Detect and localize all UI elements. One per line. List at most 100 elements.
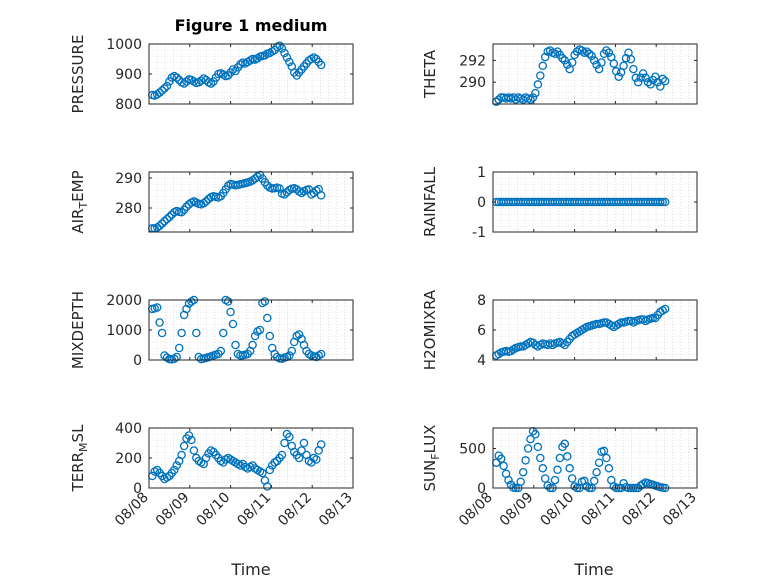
data-point [660,304,670,314]
data-point [604,464,614,473]
data-point [504,475,513,485]
y-tick-label: 8 [477,293,486,309]
data-point [265,331,275,341]
data-point [599,318,609,327]
data-point [162,81,172,91]
data-point [646,80,655,89]
data-point [631,73,641,83]
data-point [516,342,525,351]
y-tick-label: 0 [133,353,142,369]
x-axis-label-right: Time [573,560,613,579]
y-axis-label: TERRMSL [69,424,90,493]
data-point [236,60,245,69]
y-axis-label: PRESSURE [69,35,87,114]
data-point [170,465,179,475]
data-point [201,197,211,206]
data-point [611,67,621,76]
y-axis-label: RAINFALL [421,166,439,237]
data-point [282,53,292,62]
data-point [287,346,297,356]
data-point [152,303,162,312]
y-axis-label: THETA [421,49,439,99]
data-point [223,297,233,306]
data-point [174,343,184,353]
data-point [316,440,326,449]
data-point [231,340,240,350]
y-axis-label: H2OMIXRA [421,289,439,370]
subplot-2: 290 292 THETA [421,43,698,107]
data-point [255,325,265,335]
data-point [540,474,550,483]
data-point [626,55,636,64]
data-point [660,76,670,86]
data-point [297,446,306,455]
data-point [567,474,577,483]
y-axis-label: SUNFLUX [421,425,442,492]
data-point [577,46,587,55]
data-point [275,41,284,51]
data-point [170,354,179,364]
data-point [550,475,560,485]
y-tick-label: 290 [459,75,486,91]
data-point [633,77,643,87]
data-point [280,190,289,199]
x-axis-label-left: Time [230,560,270,579]
data-point [206,79,216,88]
subplot-5: 0 1000 2000 MIXDEPTH [69,291,354,369]
data-point [536,453,545,463]
subplot-6: 4 6 8 H2OMIXRA [421,289,698,370]
data-point [263,313,272,323]
data-point [521,456,530,465]
y-tick-label: 400 [115,421,142,437]
data-point [536,71,545,80]
data-point [277,450,287,460]
axes-box [148,171,354,233]
data-point [226,307,235,317]
data-point [187,435,196,445]
data-point [629,64,638,74]
data-point [538,464,548,473]
data-point [172,461,181,470]
y-tick-label: 280 [115,201,142,217]
subplot-1: 800 900 1000 PRESSURE [69,35,354,114]
data-point [162,214,172,224]
data-point [538,61,548,71]
data-point [285,432,294,442]
data-point [658,74,667,84]
data-point [189,446,199,455]
data-point [285,57,294,67]
y-tick-label: 1000 [106,37,142,53]
data-point [258,468,267,478]
data-point [567,58,577,67]
y-tick-label: 0 [133,481,142,497]
y-axis-label: AIRTEMP [69,170,90,233]
data-point [533,80,543,89]
data-point [602,453,611,463]
data-point [316,60,326,70]
data-point [585,49,594,59]
data-point [157,219,167,228]
data-point [594,458,604,467]
data-point [260,297,270,306]
data-point [204,194,213,204]
y-tick-label: 800 [115,97,142,113]
data-point [182,304,191,314]
data-point [526,95,535,104]
y-tick-label: 1 [477,165,486,181]
data-point [560,439,570,449]
data-point [582,47,592,56]
data-point [280,48,289,58]
data-point [592,467,601,477]
data-point [660,197,670,207]
axes-box [492,43,698,105]
y-tick-label: 6 [477,323,486,339]
y-tick-label: 500 [459,442,486,458]
y-tick-label: 290 [115,171,142,187]
data-point [553,465,562,475]
data-point [182,202,191,212]
data-point [643,77,653,87]
data-point [523,444,533,453]
data-point [277,44,287,53]
data-point [312,455,321,464]
